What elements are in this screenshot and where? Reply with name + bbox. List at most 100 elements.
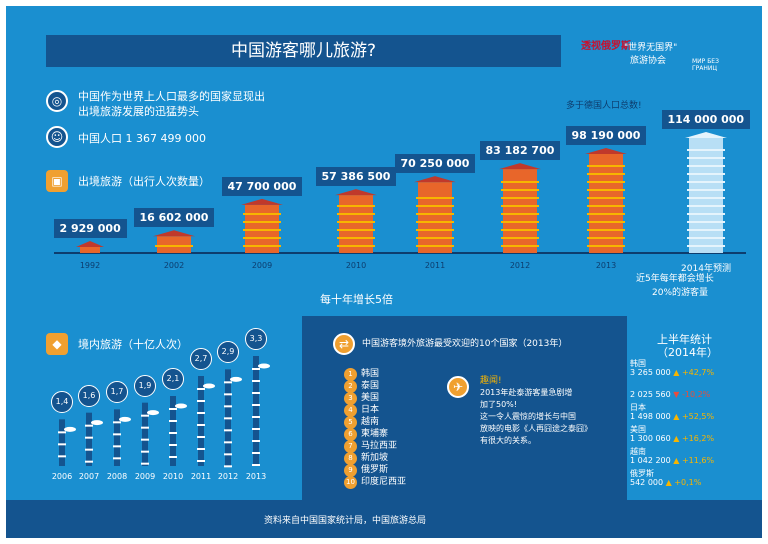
bamboo-node xyxy=(169,432,177,434)
tower-floor xyxy=(501,181,539,183)
year-label-2013: 2013 xyxy=(595,261,617,270)
bamboo-bar-2008 xyxy=(113,409,131,466)
domestic-year-2006: 2006 xyxy=(51,472,73,481)
value-label-2010: 57 386 500 xyxy=(315,167,397,187)
tower-floor xyxy=(337,213,375,215)
rank-badge: 4 xyxy=(344,404,357,417)
domestic-title: 境内旅游（十亿人次） xyxy=(78,338,188,351)
half-year-row-5: 542 000 ▲ +0,1% xyxy=(630,478,701,487)
tower-floor xyxy=(337,229,375,231)
rank-badge: 2 xyxy=(344,380,357,393)
tower-floor xyxy=(687,165,725,167)
top10-title: 中国游客境外旅游最受欢迎的10个国家（2013年） xyxy=(362,339,568,349)
tower-floor xyxy=(587,221,625,223)
bamboo-stalk xyxy=(86,412,92,466)
bamboo-node xyxy=(197,460,205,462)
tower-floor xyxy=(687,181,725,183)
top10-country-5: 5 越南 xyxy=(344,414,379,429)
tower-floor xyxy=(501,245,539,247)
tower-floor xyxy=(687,237,725,239)
intro-line-1: 中国作为世界上人口最多的国家显现出 xyxy=(78,90,265,103)
population-text: 中国人口 1 367 499 000 xyxy=(78,132,206,145)
china-map-icon: ◆ xyxy=(46,333,68,355)
country-name: 马拉西亚 xyxy=(361,441,398,451)
bamboo-node xyxy=(252,404,260,406)
bamboo-node xyxy=(224,429,232,432)
bamboo-bar-2012 xyxy=(224,369,242,468)
bamboo-node xyxy=(169,444,177,446)
country-name: 美国 xyxy=(361,393,380,403)
domestic-year-2008: 2008 xyxy=(106,472,128,481)
tower-floor xyxy=(155,245,193,247)
outbound-chart xyxy=(54,132,746,254)
country-name: 越南 xyxy=(361,417,380,427)
tower-floor xyxy=(587,213,625,215)
bamboo-node xyxy=(169,420,177,422)
bamboo-leaf xyxy=(175,403,187,409)
top10-country-9: 9 俄罗斯 xyxy=(344,462,388,477)
domestic-year-2010: 2010 xyxy=(162,472,184,481)
bamboo-bar-2013 xyxy=(252,356,270,466)
bamboo-node xyxy=(197,400,205,402)
half-year-panel xyxy=(627,316,762,500)
half-year-row-1: 2 025 560 ▼ -10,2% xyxy=(630,390,710,399)
bamboo-node xyxy=(85,424,93,427)
page-title: 中国游客哪儿旅游? xyxy=(46,35,561,67)
brand-mark: МИР БЕЗ ГРАНИЦ xyxy=(692,58,719,72)
tower-floor xyxy=(587,229,625,231)
globe-icon: ◎ xyxy=(46,90,68,112)
tower-floor xyxy=(416,213,454,215)
fun-fact-5: 有很大的关系。 xyxy=(480,436,536,445)
domestic-value-2010: 2,1 xyxy=(162,368,184,390)
tower-floor xyxy=(687,205,725,207)
bamboo-node xyxy=(113,421,121,424)
tower-bar-2011 xyxy=(414,176,456,253)
bamboo-node xyxy=(197,448,205,450)
tower-floor xyxy=(243,237,281,239)
tower-floor xyxy=(687,149,725,151)
outbound-title: 出境旅游（出行人次数量） xyxy=(78,175,210,188)
rank-badge: 5 xyxy=(344,416,357,429)
tower-floor xyxy=(501,221,539,223)
tower-bar-2002 xyxy=(153,230,195,253)
bamboo-node xyxy=(224,417,232,420)
forecast-note-2: 20%的游客量 xyxy=(652,288,709,298)
half-year-country-0: 韩国 xyxy=(630,359,646,368)
tower-body xyxy=(80,247,100,253)
bamboo-node xyxy=(197,388,205,390)
fun-fact-3: 这一令人震惊的增长与中国 xyxy=(480,412,576,421)
half-year-row-0: 3 265 000 ▲ +42,7% xyxy=(630,368,714,377)
bamboo-node xyxy=(197,436,205,438)
tower-floor xyxy=(687,229,725,231)
bamboo-node xyxy=(113,457,121,460)
tower-floor xyxy=(687,157,725,159)
bamboo-stalk xyxy=(170,396,176,466)
tower-floor xyxy=(243,229,281,231)
value-label-2014年预测: 114 000 000 xyxy=(661,110,751,129)
bamboo-node xyxy=(252,368,260,370)
domestic-value-2006: 1,4 xyxy=(51,391,73,414)
tower-floor xyxy=(501,205,539,207)
half-year-change: ▲ +52,5% xyxy=(673,412,715,421)
half-year-country-5: 俄罗斯 xyxy=(630,469,654,478)
half-year-value: 1 042 200 xyxy=(630,456,674,465)
bamboo-node xyxy=(252,440,260,442)
domestic-value-2011: 2,7 xyxy=(190,348,212,370)
rank-badge: 7 xyxy=(344,440,357,453)
tower-floor xyxy=(501,197,539,199)
domestic-value-2013: 3,3 xyxy=(245,328,267,350)
tower-body xyxy=(339,195,373,253)
tower-floor xyxy=(501,237,539,239)
value-label-2012: 83 182 700 xyxy=(479,141,561,161)
tower-roof xyxy=(241,198,283,205)
tower-floor xyxy=(587,189,625,191)
tower-floor xyxy=(337,245,375,247)
rank-badge: 1 xyxy=(344,368,357,381)
bamboo-bar-2011 xyxy=(197,376,215,466)
top10-country-7: 7 马拉西亚 xyxy=(344,438,397,453)
half-year-country-4: 越南 xyxy=(630,447,646,456)
bamboo-node xyxy=(252,428,260,430)
bamboo-node xyxy=(224,465,232,468)
tower-floor xyxy=(687,213,725,215)
value-label-2011: 70 250 000 xyxy=(394,154,476,174)
